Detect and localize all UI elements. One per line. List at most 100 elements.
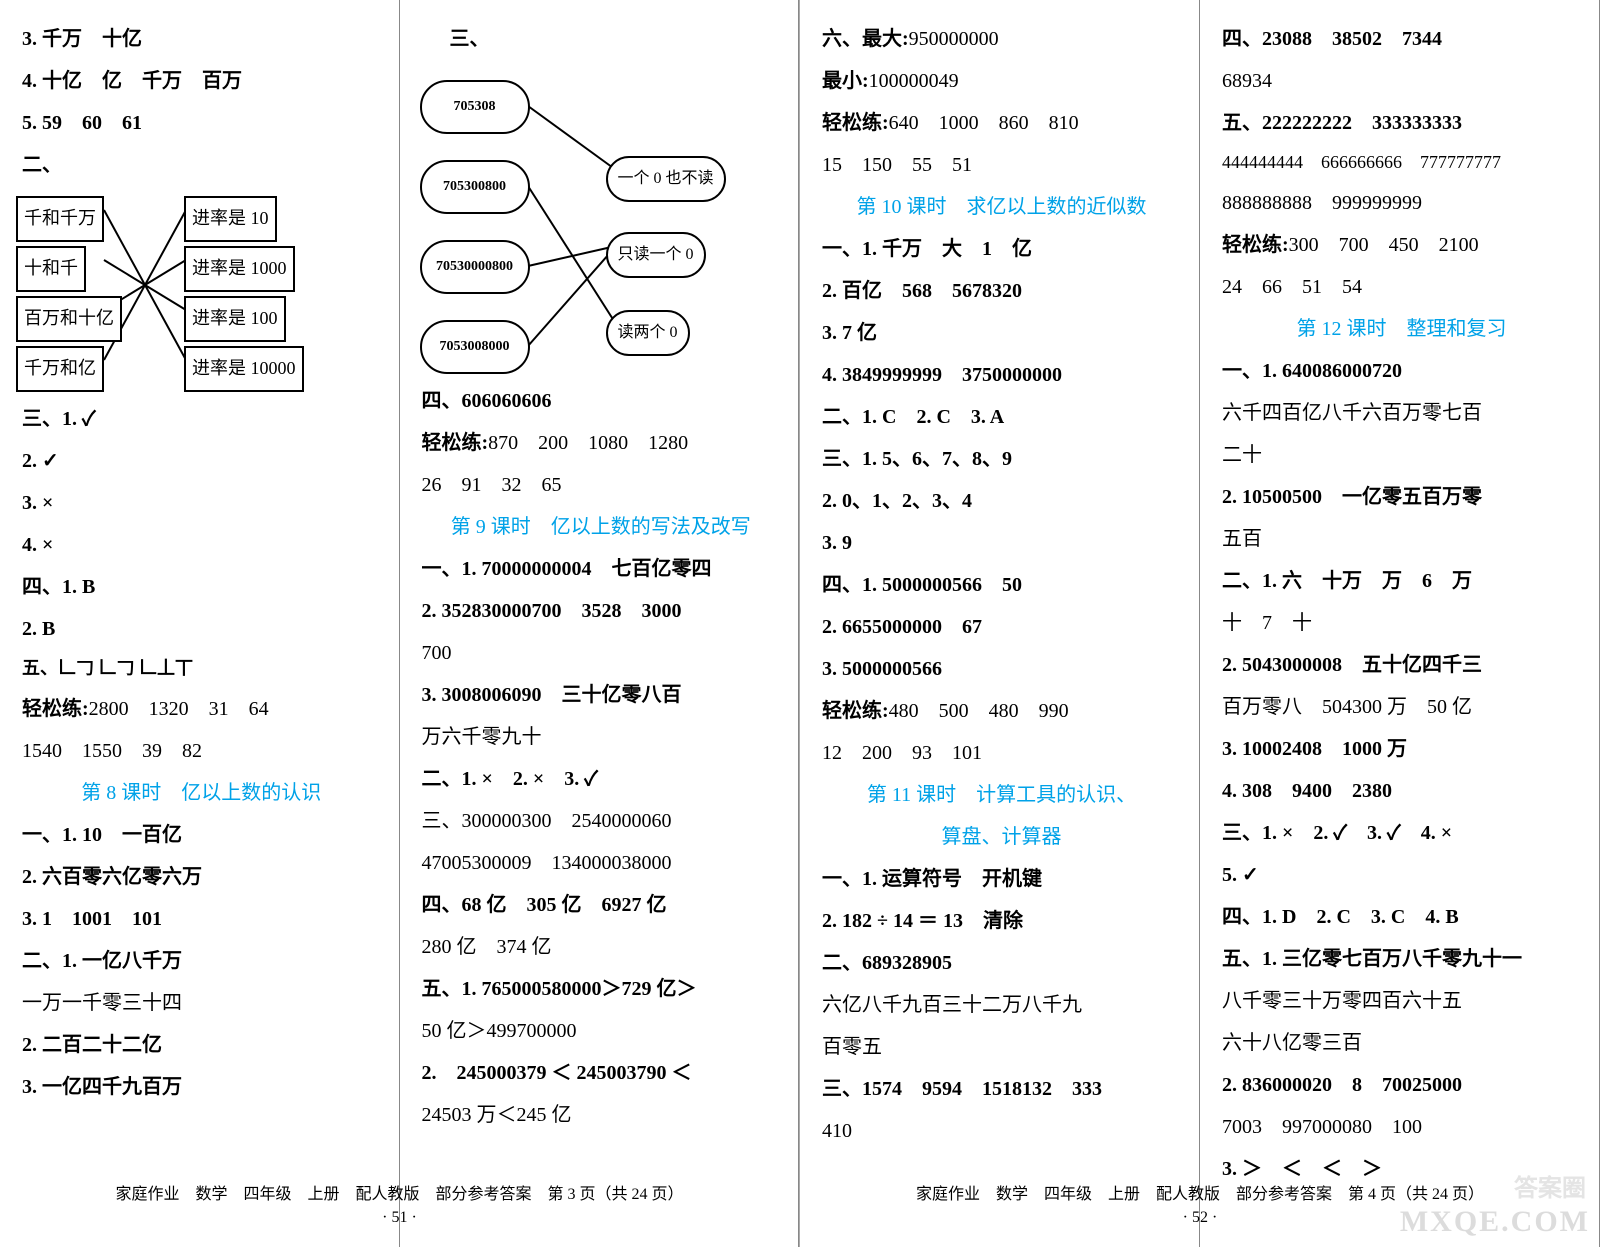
text: 3. × xyxy=(22,482,381,524)
text: 一万一千零三十四 xyxy=(22,982,381,1024)
text: 5. ✓ xyxy=(1222,854,1581,896)
text: 二、689328905 xyxy=(822,942,1181,984)
text: 2. ✓ xyxy=(22,440,381,482)
text: 2. 6655000000 67 xyxy=(822,606,1181,648)
value: 2800 1320 31 64 xyxy=(89,698,269,720)
text: 三、300000300 2540000060 xyxy=(422,800,781,842)
value: 640 1000 860 810 xyxy=(889,112,1079,134)
value: 100000049 xyxy=(869,70,959,92)
text: 4. × xyxy=(22,524,381,566)
text: 三、1. × 2. ✓ 3. ✓ 4. × xyxy=(1222,812,1581,854)
cloud: 705300800 xyxy=(420,160,530,214)
watermark-bottom: MXQE.COM xyxy=(1400,1205,1590,1239)
text: 47005300009 134000038000 xyxy=(422,842,781,884)
text: 轻松练:640 1000 860 810 xyxy=(822,102,1181,144)
text: 四、1. 5000000566 50 xyxy=(822,564,1181,606)
text: 四、606060606 xyxy=(422,380,781,422)
text: 最小:100000049 xyxy=(822,60,1181,102)
text: 2. 245000379 ＜ 245003790 ＜ xyxy=(422,1052,781,1094)
box: 千万和亿 xyxy=(16,346,104,392)
label: 六、最大: xyxy=(822,28,909,50)
text: 六、最大:950000000 xyxy=(822,18,1181,60)
lesson-title-11a: 第 11 课时 计算工具的认识、 xyxy=(822,774,1181,816)
text: 一、1. 运算符号 开机键 xyxy=(822,858,1181,900)
right-col2: 四、23088 38502 7344 68934 五、222222222 333… xyxy=(1200,0,1600,1247)
text: 444444444 666666666 777777777 xyxy=(1222,144,1581,182)
text: 四、68 亿 305 亿 6927 亿 xyxy=(422,884,781,926)
text: 一、1. 70000000004 七百亿零四 xyxy=(422,548,781,590)
page-right: 六、最大:950000000 最小:100000049 轻松练:640 1000… xyxy=(800,0,1600,1247)
label: 轻松练: xyxy=(822,700,889,722)
diagram-rates: 千和千万 十和千 百万和十亿 千万和亿 进率是 10 进率是 1000 进率是 … xyxy=(16,192,296,392)
text: 百零五 xyxy=(822,1026,1181,1068)
text: 二、1. 六 十万 万 6 万 xyxy=(1222,560,1581,602)
box: 十和千 xyxy=(16,246,86,292)
diagram-clouds: 705308 705300800 70530000800 7053008000 … xyxy=(416,60,716,380)
value: 300 700 450 2100 xyxy=(1289,234,1479,256)
text: 百万零八 504300 万 50 亿 xyxy=(1222,686,1581,728)
text: 二、1. × 2. × 3. ✓ xyxy=(422,758,781,800)
text: 7003 997000080 100 xyxy=(1222,1106,1581,1148)
page-left: 3. 千万 十亿 4. 十亿 亿 千万 百万 5. 59 60 61 二、 千和… xyxy=(0,0,800,1247)
page-root: 3. 千万 十亿 4. 十亿 亿 千万 百万 5. 59 60 61 二、 千和… xyxy=(0,0,1600,1247)
text: 1540 1550 39 82 xyxy=(22,730,381,772)
text: 3. 千万 十亿 xyxy=(22,18,381,60)
text: 六亿八千九百三十二万八千九 xyxy=(822,984,1181,1026)
text: 2. 二百二十二亿 xyxy=(22,1024,381,1066)
text: 三、 xyxy=(422,18,781,60)
lesson-title-11b: 算盘、计算器 xyxy=(822,816,1181,858)
label-oval: 一个 0 也不读 xyxy=(606,156,726,202)
text: 轻松练:300 700 450 2100 xyxy=(1222,224,1581,266)
box: 进率是 10000 xyxy=(184,346,304,392)
text: 280 亿 374 亿 xyxy=(422,926,781,968)
text: 2. 352830000700 3528 3000 xyxy=(422,590,781,632)
text: 3. 5000000566 xyxy=(822,648,1181,690)
text: 万六千零九十 xyxy=(422,716,781,758)
text: 24 66 51 54 xyxy=(1222,266,1581,308)
lesson-title-10: 第 10 课时 求亿以上数的近似数 xyxy=(822,186,1181,228)
text: 3. 3008006090 三十亿零八百 xyxy=(422,674,781,716)
cloud: 705308 xyxy=(420,80,530,134)
left-col2: 三、 705308 705300800 70530000800 70530080… xyxy=(400,0,800,1247)
text: 四、23088 38502 7344 xyxy=(1222,18,1581,60)
label: 最小: xyxy=(822,70,869,92)
label: 轻松练: xyxy=(422,432,489,454)
text: 三、1. ✓ xyxy=(22,398,381,440)
footer-left: 家庭作业 数学 四年级 上册 配人教版 部分参考答案 第 3 页（共 24 页）… xyxy=(0,1184,799,1229)
watermark-top: 答案圈 xyxy=(1514,1168,1586,1203)
text: 15 150 55 51 xyxy=(822,144,1181,186)
text: 26 91 32 65 xyxy=(422,464,781,506)
text: 六千四百亿八千六百万零七百 xyxy=(1222,392,1581,434)
text: 5. 59 60 61 xyxy=(22,102,381,144)
label: 轻松练: xyxy=(822,112,889,134)
text: 一、1. 千万 大 1 亿 xyxy=(822,228,1181,270)
text: 六十八亿零三百 xyxy=(1222,1022,1581,1064)
text: 二十 xyxy=(1222,434,1581,476)
label: 轻松练: xyxy=(1222,234,1289,256)
text: 二、 xyxy=(22,144,381,186)
text: 2. 10500500 一亿零五百万零 xyxy=(1222,476,1581,518)
text: 五、1. 三亿零七百万八千零九十一 xyxy=(1222,938,1581,980)
text: 十 7 十 xyxy=(1222,602,1581,644)
text: 2. B xyxy=(22,608,381,650)
text: 24503 万＜245 亿 xyxy=(422,1094,781,1136)
label-oval: 只读一个 0 xyxy=(606,232,706,278)
box: 进率是 1000 xyxy=(184,246,295,292)
value: 480 500 480 990 xyxy=(889,700,1069,722)
text: 轻松练:2800 1320 31 64 xyxy=(22,688,381,730)
box: 百万和十亿 xyxy=(16,296,122,342)
value: 870 200 1080 1280 xyxy=(488,432,688,454)
text: 4. 3849999999 3750000000 xyxy=(822,354,1181,396)
text: 二、1. C 2. C 3. A xyxy=(822,396,1181,438)
text: 一、1. 10 一百亿 xyxy=(22,814,381,856)
lesson-title-8: 第 8 课时 亿以上数的认识 xyxy=(22,772,381,814)
text: 50 亿＞499700000 xyxy=(422,1010,781,1052)
text: 68934 xyxy=(1222,60,1581,102)
text: 3. 7 亿 xyxy=(822,312,1181,354)
text: 五百 xyxy=(1222,518,1581,560)
text: 4. 十亿 亿 千万 百万 xyxy=(22,60,381,102)
right-col1: 六、最大:950000000 最小:100000049 轻松练:640 1000… xyxy=(800,0,1200,1247)
text: 410 xyxy=(822,1110,1181,1152)
text: 2. 836000020 8 70025000 xyxy=(1222,1064,1581,1106)
text: 2. 六百零六亿零六万 xyxy=(22,856,381,898)
